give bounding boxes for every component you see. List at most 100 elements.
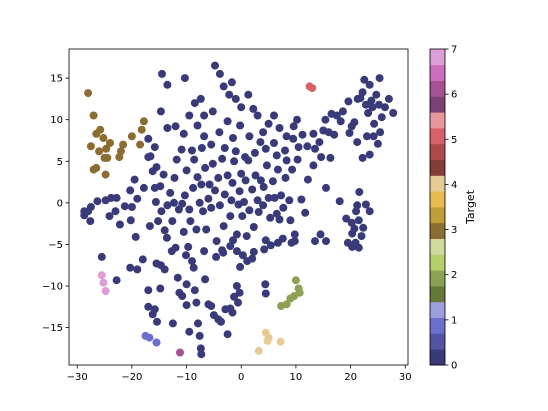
scatter-point	[370, 119, 379, 128]
scatter-point	[102, 144, 111, 153]
scatter-point	[262, 161, 271, 170]
scatter-point	[144, 286, 153, 295]
scatter-point	[99, 134, 108, 142]
y-tick-label: −5	[48, 240, 63, 251]
scatter-point	[350, 118, 359, 127]
scatter-point	[389, 109, 398, 117]
scatter-point	[238, 251, 247, 260]
scatter-point	[277, 191, 286, 200]
scatter-point	[180, 74, 189, 83]
scatter-point	[338, 107, 347, 116]
scatter-point	[139, 183, 148, 192]
scatter-point	[173, 273, 182, 282]
scatter-point	[226, 212, 235, 221]
scatter-point	[208, 159, 217, 168]
scatter-point	[152, 163, 161, 172]
scatter-point	[375, 74, 384, 83]
scatter-point	[315, 138, 324, 147]
scatter-point	[133, 194, 142, 203]
x-tick-label: −10	[176, 372, 197, 383]
scatter-point	[369, 132, 378, 141]
scatter-point	[244, 90, 253, 99]
scatter-point	[182, 280, 191, 289]
scatter-point	[303, 175, 312, 184]
scatter-point	[188, 257, 196, 266]
scatter-point	[241, 153, 250, 162]
scatter-point	[112, 193, 121, 202]
scatter-point	[326, 153, 335, 162]
scatter-point	[219, 222, 228, 231]
scatter-point	[355, 188, 364, 196]
scatter-point	[264, 119, 273, 128]
scatter-point	[377, 113, 386, 122]
scatter-point	[276, 337, 285, 346]
scatter-point	[345, 129, 354, 137]
scatter-point	[151, 198, 160, 206]
scatter-point	[365, 207, 374, 216]
scatter-point	[335, 197, 344, 206]
scatter-point	[237, 169, 246, 178]
scatter-point	[268, 177, 277, 186]
x-tick-label: 30	[399, 372, 412, 383]
scatter-point	[159, 170, 168, 179]
scatter-point	[137, 125, 146, 134]
scatter-point	[354, 243, 363, 252]
scatter-point	[231, 94, 240, 103]
x-tick-label: 0	[238, 372, 244, 383]
scatter-point	[144, 134, 153, 143]
scatter-point	[152, 338, 161, 347]
scatter-point	[232, 230, 241, 239]
scatter-point	[358, 153, 367, 162]
scatter-point	[201, 275, 210, 284]
scatter-point	[146, 152, 155, 161]
scatter-point	[279, 203, 288, 212]
scatter-point	[275, 215, 284, 224]
scatter-point	[294, 143, 303, 152]
scatter-point	[264, 193, 273, 202]
scatter-point	[361, 200, 370, 209]
colorbar-tick-label: 6	[451, 90, 457, 101]
scatter-point	[218, 246, 227, 255]
scatter-point	[84, 89, 93, 98]
scatter-point	[95, 147, 104, 156]
scatter-point	[199, 207, 207, 216]
colorbar-tick-label: 2	[451, 270, 457, 281]
colorbar-segment	[430, 143, 445, 160]
scatter-point	[367, 96, 376, 105]
scatter-point	[139, 117, 148, 126]
scatter-point	[220, 144, 229, 152]
scatter-point	[196, 94, 205, 103]
y-tick-label: 10	[50, 115, 63, 126]
scatter-point	[193, 121, 202, 130]
scatter-point	[230, 157, 239, 166]
y-tick-label: −15	[42, 323, 63, 334]
scatter-point	[223, 330, 232, 339]
colorbar-segment	[430, 333, 445, 350]
y-tick-label: 0	[57, 198, 63, 209]
scatter-point	[273, 165, 282, 174]
colorbar-segment	[430, 96, 445, 113]
scatter-point	[309, 129, 318, 138]
scatter-point	[174, 205, 183, 214]
scatter-point	[160, 226, 169, 235]
scatter-point	[285, 196, 294, 205]
scatter-point	[270, 193, 279, 202]
scatter-point	[170, 173, 179, 182]
scatter-point	[201, 163, 210, 172]
scatter-point	[289, 134, 298, 143]
x-tick-label: −30	[67, 372, 88, 383]
scatter-point	[170, 198, 178, 207]
scatter-point	[171, 243, 180, 252]
scatter-point	[261, 289, 270, 298]
y-axis: −15 −10 −5 0 5 10 15	[42, 74, 69, 334]
scatter-point	[253, 196, 262, 205]
scatter-point	[277, 302, 286, 310]
colorbar-segment	[430, 317, 445, 334]
scatter-point	[322, 237, 330, 246]
scatter-point	[256, 176, 265, 185]
scatter-point	[226, 242, 235, 251]
scatter-point	[111, 207, 120, 216]
scatter-point	[214, 173, 223, 182]
scatter-point	[156, 284, 165, 293]
